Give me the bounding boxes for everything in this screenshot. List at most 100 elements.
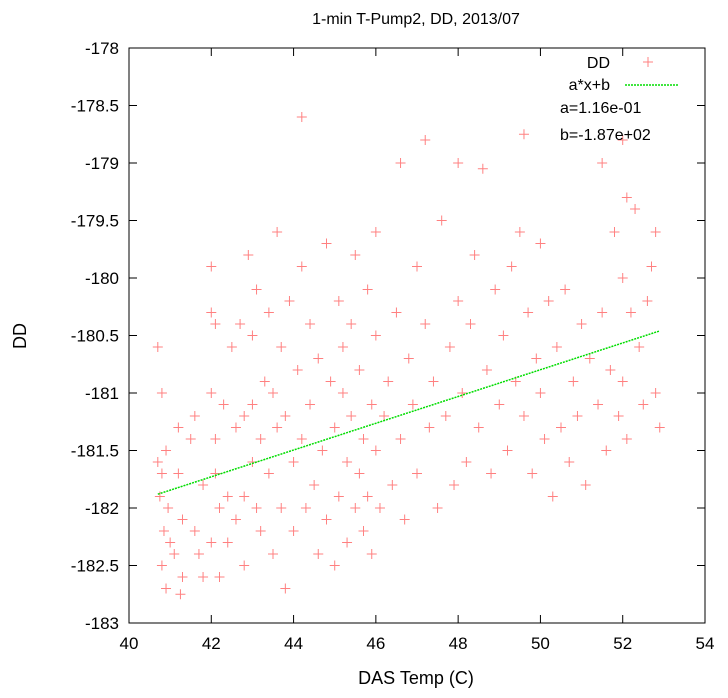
data-point [296, 112, 307, 122]
data-point [374, 503, 385, 513]
data-point [161, 445, 172, 456]
data-point [268, 388, 278, 398]
fit-line [157, 330, 660, 495]
y-tick-label: -180 [85, 269, 119, 288]
data-point [280, 583, 291, 594]
data-point [601, 445, 612, 456]
data-point [654, 422, 665, 433]
data-point [621, 192, 632, 203]
data-point [449, 480, 460, 490]
data-point [154, 491, 165, 502]
x-tick-label: 40 [120, 634, 139, 653]
data-point [379, 411, 390, 421]
data-point [243, 250, 254, 260]
data-point [605, 365, 616, 375]
data-point [535, 388, 546, 398]
data-point [177, 514, 188, 525]
data-point [288, 526, 299, 536]
data-point [251, 284, 262, 295]
data-point [313, 549, 324, 559]
data-point [214, 503, 225, 513]
y-tick-label: -183 [85, 614, 119, 633]
data-point [469, 250, 480, 260]
x-tick-label: 52 [613, 634, 632, 653]
data-point [158, 526, 169, 536]
data-point [222, 537, 233, 548]
data-point [165, 537, 176, 548]
data-point [436, 215, 447, 226]
data-point [481, 365, 492, 375]
data-point [358, 526, 369, 536]
data-point [543, 296, 554, 306]
data-point [432, 503, 443, 513]
legend-label-dd: DD [587, 55, 610, 72]
data-point [440, 411, 451, 421]
data-point [292, 365, 303, 375]
data-point [226, 342, 237, 352]
data-point [584, 353, 595, 364]
data-point [206, 537, 217, 548]
data-point [564, 457, 575, 467]
data-point [239, 560, 250, 571]
data-point [198, 572, 209, 582]
data-point [593, 399, 604, 410]
data-point [354, 468, 365, 479]
data-point [642, 296, 653, 306]
data-point [163, 503, 174, 513]
data-point [313, 353, 324, 364]
y-tick-label: -179.5 [71, 212, 119, 231]
data-point [551, 342, 562, 352]
data-point [617, 135, 628, 145]
data-point [350, 250, 361, 260]
data-point [152, 457, 163, 467]
data-point [518, 411, 529, 421]
y-tick-label: -181 [85, 384, 119, 403]
x-axis-label: DAS Temp (C) [358, 668, 474, 688]
x-tick-label: 42 [202, 634, 221, 653]
data-point [370, 445, 381, 456]
y-axis: -178 -178.5 -179 -179.5 -180 -180.5 -181 -181.5… [71, 39, 705, 633]
data-point [407, 399, 418, 410]
data-point [206, 261, 217, 272]
data-point [276, 342, 287, 352]
data-point [613, 411, 624, 421]
data-point [531, 353, 542, 364]
data-point [156, 468, 167, 479]
data-point [263, 307, 274, 318]
data-point [486, 468, 497, 479]
data-point [572, 411, 583, 421]
data-point [333, 491, 344, 502]
data-point [230, 514, 241, 525]
data-point [362, 284, 373, 295]
data-point [556, 422, 566, 433]
data-point [383, 376, 394, 387]
data-point [428, 376, 439, 387]
data-point [280, 411, 291, 421]
data-point [473, 422, 484, 433]
data-point [337, 388, 348, 398]
data-point [502, 445, 513, 456]
data-point [284, 296, 295, 306]
data-point [309, 480, 320, 490]
data-point [206, 388, 217, 398]
data-point [342, 457, 353, 467]
data-point [247, 399, 258, 410]
data-point [263, 468, 274, 479]
data-point [350, 503, 361, 513]
data-point [634, 342, 645, 352]
data-point [420, 319, 431, 329]
x-tick-label: 48 [449, 634, 468, 653]
data-point [609, 227, 620, 237]
data-point [617, 376, 628, 387]
data-point [387, 480, 398, 490]
y-tick-label: -180.5 [71, 327, 119, 346]
data-point [239, 491, 250, 502]
data-point [539, 434, 550, 444]
data-point [506, 261, 517, 272]
data-point [169, 549, 180, 559]
data-point [333, 296, 344, 306]
y-tick-label: -182 [85, 499, 119, 518]
y-tick-label: -178 [85, 39, 119, 58]
data-point [420, 135, 431, 145]
